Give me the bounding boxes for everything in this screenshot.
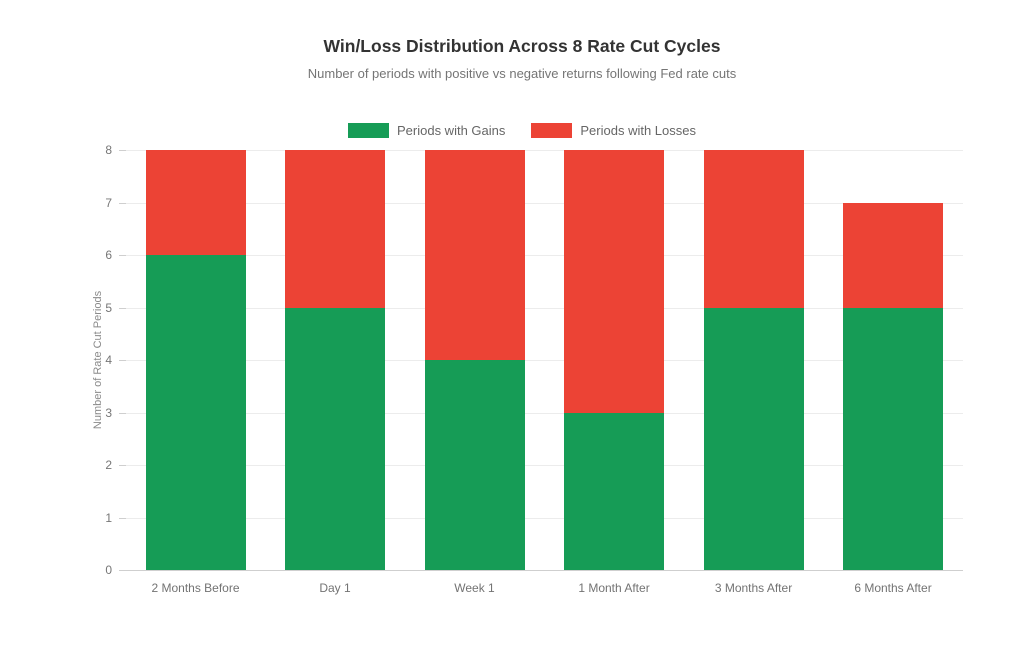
gridline xyxy=(126,150,963,151)
bar-week-1 xyxy=(424,150,525,570)
y-tick-mark xyxy=(119,255,126,256)
bar-segment-gains-6-months-after xyxy=(843,307,944,570)
x-tick-label-6-months-after: 6 Months After xyxy=(854,581,932,595)
losses-swatch-icon xyxy=(531,123,573,138)
bar-6-months-after xyxy=(843,202,944,570)
y-tick-label: 3 xyxy=(105,405,112,420)
y-tick-mark xyxy=(119,570,126,571)
bar-segment-losses-2-months-before xyxy=(145,150,246,255)
bar-segment-gains-3-months-after xyxy=(703,307,804,570)
y-tick-mark xyxy=(119,517,126,519)
bar-1-month-after xyxy=(564,150,665,570)
y-tick-mark xyxy=(119,412,126,414)
bar-segment-losses-3-months-after xyxy=(703,150,804,308)
y-tick-label: 8 xyxy=(105,143,112,157)
legend-label-gains: Periods with Gains xyxy=(396,123,506,138)
y-tick-label: 4 xyxy=(105,353,112,367)
y-tick-label: 7 xyxy=(105,195,112,210)
legend: Periods with Gains Periods with Losses xyxy=(20,123,1024,138)
y-tick-label: 2 xyxy=(105,458,112,472)
chart-subtitle: Number of periods with positive vs negat… xyxy=(307,66,737,81)
y-tick-mark xyxy=(119,150,126,151)
y-tick-mark xyxy=(119,202,126,204)
gridline xyxy=(126,202,963,204)
y-tick-label: 1 xyxy=(105,510,112,525)
y-tick-mark xyxy=(119,465,126,466)
bar-2-months-before xyxy=(145,150,246,570)
bar-segment-gains-1-month-after xyxy=(564,412,665,570)
y-tick-label: 5 xyxy=(105,300,112,315)
bar-segment-losses-6-months-after xyxy=(843,202,944,308)
gridline xyxy=(126,255,963,256)
gridline xyxy=(126,307,963,309)
gridline xyxy=(126,517,963,519)
gridline xyxy=(126,360,963,361)
y-tick-mark xyxy=(119,307,126,309)
y-tick-mark xyxy=(119,360,126,361)
x-tick-label-day-1: Day 1 xyxy=(319,581,351,595)
bar-segment-gains-2-months-before xyxy=(145,255,246,570)
bar-segment-losses-day-1 xyxy=(285,150,386,308)
legend-item-losses[interactable]: Periods with Losses xyxy=(531,123,696,138)
y-tick-label: 6 xyxy=(105,248,112,262)
bar-day-1 xyxy=(285,150,386,570)
gains-swatch-icon xyxy=(347,123,389,138)
bar-segment-losses-1-month-after xyxy=(564,150,665,413)
x-tick-label-1-month-after: 1 Month After xyxy=(578,581,650,595)
bar-segment-gains-week-1 xyxy=(424,360,525,570)
x-axis-line xyxy=(126,570,963,571)
bar-segment-losses-week-1 xyxy=(424,150,525,360)
bar-segment-gains-day-1 xyxy=(285,307,386,570)
legend-label-losses: Periods with Losses xyxy=(580,123,696,138)
x-tick-label-week-1: Week 1 xyxy=(454,581,495,595)
x-tick-label-2-months-before: 2 Months Before xyxy=(151,581,240,595)
bar-3-months-after xyxy=(703,150,804,570)
gridline xyxy=(126,465,963,466)
legend-item-gains[interactable]: Periods with Gains xyxy=(347,123,506,138)
chart-title: Win/Loss Distribution Across 8 Rate Cut … xyxy=(323,36,721,56)
gridline xyxy=(126,412,963,414)
x-tick-label-3-months-after: 3 Months After xyxy=(714,581,793,595)
y-tick-label: 0 xyxy=(105,563,112,577)
